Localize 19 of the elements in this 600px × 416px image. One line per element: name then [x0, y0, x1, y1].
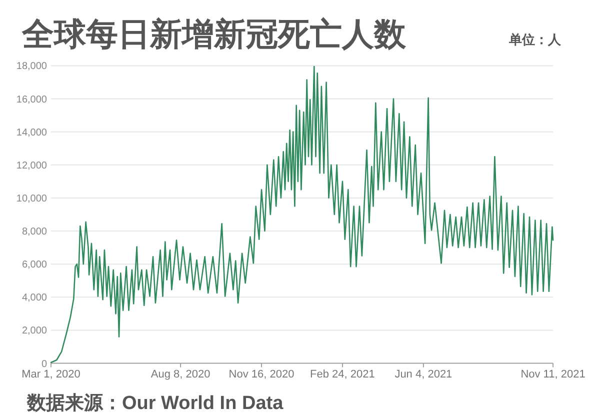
- y-tick-label: 2,000: [22, 326, 48, 337]
- y-tick-label: 16,000: [16, 94, 48, 106]
- text: 单位：人: [508, 32, 562, 47]
- y-tick-label: 12,000: [16, 160, 48, 172]
- y-tick-label: 10,000: [16, 193, 48, 204]
- x-tick-label: Nov 11, 2021: [520, 368, 586, 380]
- x-tick-label: Feb 24, 2021: [310, 368, 375, 380]
- x-tick-label: Aug 8, 2020: [150, 368, 210, 380]
- x-tick-label: Nov 16, 2020: [228, 368, 294, 380]
- y-tick-label: 8,000: [22, 226, 48, 238]
- x-tick-label: Jun 4, 2021: [394, 368, 452, 380]
- y-tick-label: 4,000: [22, 292, 48, 304]
- chart-title: 全球每日新增新冠死亡人数: [21, 16, 407, 52]
- x-tick-label: Mar 1, 2020: [22, 368, 80, 380]
- y-tick-label: 14,000: [16, 127, 48, 138]
- y-tick-label: 0: [41, 358, 48, 370]
- y-tick-label: 18,000: [16, 61, 48, 72]
- source-note: 数据来源：Our World In Data: [26, 392, 284, 414]
- y-tick-label: 6,000: [22, 260, 48, 271]
